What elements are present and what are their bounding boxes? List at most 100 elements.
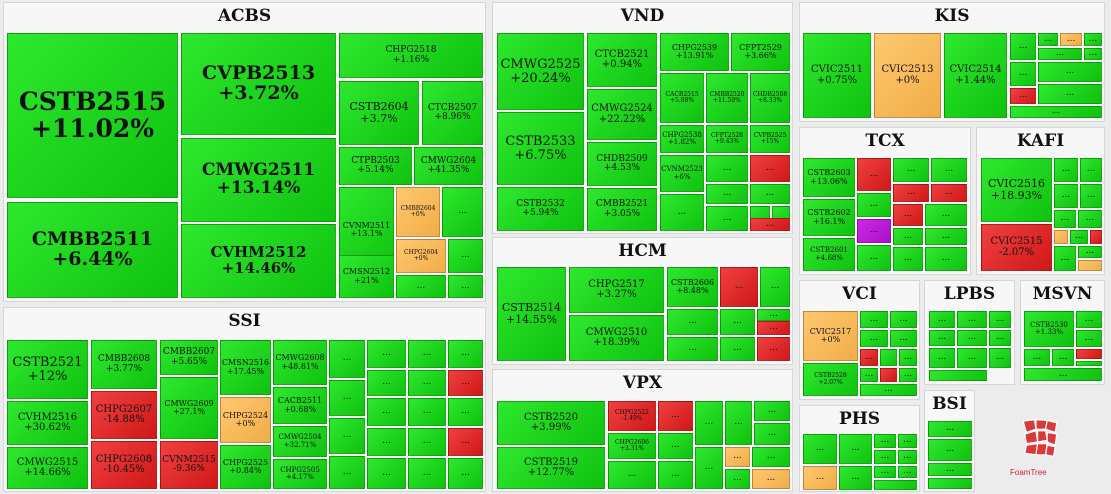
treemap-cell[interactable]: CVNM2523 +6%: [660, 155, 704, 192]
treemap-cell[interactable]: CHPG2525 +0.84%: [220, 445, 271, 489]
treemap-cell[interactable]: CSTB2532 +5.94%: [497, 187, 584, 231]
treemap-cell[interactable]: CVHM2516 +30.62%: [7, 401, 88, 445]
treemap-cell-more[interactable]: [1054, 230, 1068, 244]
treemap-cell-more[interactable]: ...: [667, 337, 718, 361]
treemap-cell-more[interactable]: ...: [757, 321, 790, 335]
treemap-cell-more[interactable]: ...: [898, 434, 917, 448]
treemap-cell[interactable]: CMWG2608 +48.81%: [273, 340, 327, 385]
treemap-cell[interactable]: CMBB2608 +3.77%: [91, 340, 157, 389]
treemap-cell-more[interactable]: ...: [408, 458, 446, 489]
treemap-cell-more[interactable]: ...: [893, 158, 929, 182]
treemap-cell-more[interactable]: ...: [367, 458, 406, 489]
treemap-cell[interactable]: CHPG2538 +1.82%: [660, 125, 704, 153]
treemap-cell[interactable]: CVIC2513 +0%: [874, 33, 941, 118]
treemap-cell-more[interactable]: ...: [706, 206, 748, 231]
treemap-cell[interactable]: CMSN2512 +21%: [339, 255, 394, 298]
treemap-cell[interactable]: CHPG2505 +4.17%: [273, 459, 327, 489]
treemap-cell[interactable]: CSTB2528 +2.07%: [803, 363, 858, 396]
treemap-cell[interactable]: CMWG2504 +32.71%: [273, 426, 327, 457]
treemap-cell-more[interactable]: ...: [989, 311, 1011, 328]
treemap-cell-more[interactable]: [1078, 260, 1102, 271]
treemap-cell-more[interactable]: ...: [1080, 184, 1102, 208]
treemap-cell[interactable]: CHPG2606 +3.31%: [608, 433, 656, 459]
treemap-cell-more[interactable]: ...: [1038, 48, 1082, 60]
treemap-cell-more[interactable]: ...: [957, 330, 987, 346]
treemap-cell-more[interactable]: ...: [803, 466, 837, 490]
treemap-cell-more[interactable]: ...: [1054, 246, 1076, 271]
treemap-cell-more[interactable]: ...: [957, 311, 987, 328]
treemap-cell[interactable]: CMBB2604 +0%: [396, 187, 440, 237]
treemap-cell-more[interactable]: ...: [925, 228, 967, 245]
treemap-cell[interactable]: CSTB2521 +12%: [7, 340, 88, 399]
treemap-cell-more[interactable]: ...: [1054, 184, 1078, 208]
treemap-cell[interactable]: CSTB2533 +6.75%: [497, 112, 584, 185]
treemap-cell-more[interactable]: [1076, 349, 1102, 359]
treemap-cell-more[interactable]: [1076, 361, 1102, 366]
treemap-cell-more[interactable]: ...: [754, 423, 790, 445]
treemap-cell-more[interactable]: ...: [899, 349, 917, 366]
treemap-cell[interactable]: CHPG2539 +13.91%: [660, 33, 729, 71]
treemap-cell-more[interactable]: ...: [1010, 106, 1102, 118]
treemap-cell-more[interactable]: ...: [989, 330, 1011, 346]
treemap-cell-more[interactable]: ...: [760, 267, 790, 307]
treemap-cell-more[interactable]: ...: [893, 184, 929, 202]
treemap-cell[interactable]: CMBB2520 +11.59%: [706, 73, 748, 123]
treemap-cell-more[interactable]: ...: [929, 330, 955, 346]
treemap-cell-more[interactable]: [874, 480, 917, 490]
treemap-cell-more[interactable]: ...: [860, 330, 888, 347]
treemap-cell[interactable]: CSTB2606 +8.48%: [667, 267, 718, 307]
treemap-cell-more[interactable]: ...: [874, 466, 896, 478]
treemap-cell-more[interactable]: ...: [1010, 33, 1036, 60]
treemap-cell[interactable]: CMWG2604 +41.35%: [414, 147, 483, 185]
treemap-cell-more[interactable]: ...: [367, 340, 406, 368]
treemap-cell-more[interactable]: ...: [898, 450, 917, 464]
treemap-cell-more[interactable]: ...: [857, 193, 891, 217]
treemap-cell-more[interactable]: ...: [448, 239, 483, 273]
treemap-cell-more[interactable]: ...: [329, 456, 365, 489]
treemap-cell-more[interactable]: ...: [329, 380, 365, 416]
treemap-cell-more[interactable]: ...: [448, 398, 483, 426]
treemap-cell-more[interactable]: ...: [1060, 33, 1082, 46]
treemap-cell-more[interactable]: ...: [1010, 62, 1036, 86]
treemap-cell[interactable]: CSTB2601 +4.68%: [803, 238, 855, 271]
treemap-cell-more[interactable]: ...: [1076, 330, 1102, 347]
treemap-cell-more[interactable]: ...: [757, 309, 790, 321]
treemap-cell-more[interactable]: ...: [1054, 210, 1076, 228]
treemap-cell-more[interactable]: ...: [874, 450, 896, 464]
treemap-cell[interactable]: CVIC2517 +0%: [803, 311, 858, 361]
treemap-cell[interactable]: CTCB2521 +0.94%: [587, 33, 657, 87]
treemap-cell-more[interactable]: ...: [448, 458, 483, 489]
treemap-cell-more[interactable]: ...: [839, 434, 872, 464]
treemap-cell[interactable]: CFPT2528 +9.43%: [706, 125, 748, 153]
treemap-cell-more[interactable]: ...: [408, 340, 446, 368]
treemap-cell-more[interactable]: ...: [725, 401, 752, 445]
treemap-cell-more[interactable]: ...: [857, 245, 891, 271]
treemap-cell-more[interactable]: ...: [667, 309, 718, 335]
treemap-cell[interactable]: CMWG2511 +13.14%: [181, 138, 336, 222]
treemap-cell-more[interactable]: ...: [898, 466, 917, 478]
treemap-cell[interactable]: CVIC2514 +1.44%: [944, 33, 1007, 118]
treemap-cell[interactable]: CHPG2607 -14.88%: [91, 391, 157, 439]
treemap-cell-more[interactable]: ...: [1080, 158, 1102, 182]
treemap-cell-more[interactable]: ...: [725, 469, 750, 489]
treemap-cell-more[interactable]: ...: [408, 398, 446, 426]
treemap-cell[interactable]: CSTB2519 +12.77%: [497, 447, 605, 489]
treemap-cell-more[interactable]: ...: [408, 428, 446, 456]
treemap-cell[interactable]: CSTB2520 +3.99%: [497, 401, 605, 445]
treemap-cell[interactable]: CHDB2508 +8.33%: [750, 73, 790, 123]
treemap-cell[interactable]: CHPG2517 +3.27%: [569, 267, 664, 313]
treemap-cell-more[interactable]: ...: [893, 204, 923, 226]
treemap-cell[interactable]: CMSN2516 +17.45%: [220, 340, 271, 395]
treemap-cell-more[interactable]: ...: [408, 370, 446, 396]
treemap-cell-more[interactable]: ...: [367, 370, 406, 396]
treemap-cell-more[interactable]: ...: [660, 194, 704, 231]
treemap-cell-more[interactable]: ...: [839, 466, 872, 490]
treemap-cell-more[interactable]: ...: [752, 469, 790, 489]
treemap-cell-more[interactable]: ...: [1084, 48, 1102, 60]
treemap-cell-more[interactable]: ...: [608, 461, 656, 489]
treemap-cell-more[interactable]: ...: [1076, 311, 1102, 328]
treemap-cell[interactable]: CHPG2518 +1.16%: [339, 33, 483, 78]
treemap-cell-more[interactable]: ...: [1010, 88, 1036, 104]
treemap-cell-more[interactable]: ...: [929, 348, 955, 368]
treemap-cell-more[interactable]: ...: [442, 187, 483, 237]
